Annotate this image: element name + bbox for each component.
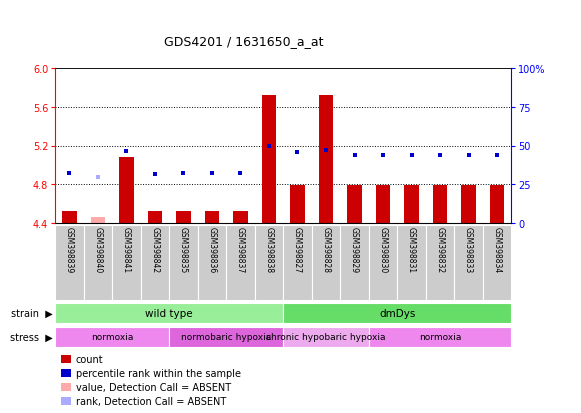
Text: GSM398841: GSM398841 xyxy=(122,227,131,273)
Text: GDS4201 / 1631650_a_at: GDS4201 / 1631650_a_at xyxy=(164,35,324,48)
Bar xyxy=(483,225,511,300)
Bar xyxy=(369,328,511,347)
Text: normoxia: normoxia xyxy=(419,333,461,342)
Bar xyxy=(234,212,248,223)
Text: count: count xyxy=(76,354,103,364)
Text: GSM398834: GSM398834 xyxy=(493,227,501,273)
Text: GSM398835: GSM398835 xyxy=(179,227,188,273)
Text: strain  ▶: strain ▶ xyxy=(10,308,52,318)
Bar xyxy=(433,186,447,223)
Text: GSM398827: GSM398827 xyxy=(293,227,302,273)
Bar xyxy=(169,328,284,347)
Bar xyxy=(91,218,105,223)
Bar xyxy=(369,225,397,300)
Text: value, Detection Call = ABSENT: value, Detection Call = ABSENT xyxy=(76,382,231,392)
Text: GSM398833: GSM398833 xyxy=(464,227,473,273)
Text: GSM398840: GSM398840 xyxy=(94,227,102,273)
Bar xyxy=(205,212,219,223)
Bar xyxy=(397,225,426,300)
Bar xyxy=(284,225,312,300)
Bar xyxy=(262,96,276,223)
Bar xyxy=(112,225,141,300)
Bar xyxy=(284,304,511,323)
Bar xyxy=(55,304,284,323)
Text: normoxia: normoxia xyxy=(91,333,134,342)
Bar xyxy=(284,328,369,347)
Bar xyxy=(376,186,390,223)
Bar xyxy=(55,225,84,300)
Text: wild type: wild type xyxy=(145,308,193,318)
Bar xyxy=(347,186,361,223)
Bar xyxy=(404,186,419,223)
Bar xyxy=(312,225,340,300)
Bar xyxy=(148,212,162,223)
Text: GSM398830: GSM398830 xyxy=(378,227,388,273)
Text: GSM398842: GSM398842 xyxy=(150,227,159,273)
Bar xyxy=(177,212,191,223)
Text: dmDys: dmDys xyxy=(379,308,415,318)
Bar xyxy=(340,225,369,300)
Text: GSM398836: GSM398836 xyxy=(207,227,217,273)
Bar xyxy=(461,186,476,223)
Bar xyxy=(490,186,504,223)
Text: GSM398829: GSM398829 xyxy=(350,227,359,273)
Bar xyxy=(226,225,254,300)
Bar xyxy=(319,96,333,223)
Text: GSM398831: GSM398831 xyxy=(407,227,416,273)
Text: GSM398839: GSM398839 xyxy=(65,227,74,273)
Text: chronic hypobaric hypoxia: chronic hypobaric hypoxia xyxy=(266,333,386,342)
Text: stress  ▶: stress ▶ xyxy=(9,332,52,342)
Bar xyxy=(62,212,77,223)
Text: GSM398838: GSM398838 xyxy=(264,227,274,273)
Bar xyxy=(141,225,169,300)
Bar xyxy=(119,158,134,223)
Bar xyxy=(198,225,226,300)
Bar xyxy=(169,225,198,300)
Text: normobaric hypoxia: normobaric hypoxia xyxy=(181,333,271,342)
Bar xyxy=(254,225,284,300)
Text: rank, Detection Call = ABSENT: rank, Detection Call = ABSENT xyxy=(76,396,226,406)
Text: GSM398832: GSM398832 xyxy=(436,227,444,273)
Bar xyxy=(454,225,483,300)
Bar xyxy=(55,328,169,347)
Bar xyxy=(84,225,112,300)
Bar xyxy=(290,186,304,223)
Text: GSM398828: GSM398828 xyxy=(321,227,331,273)
Bar xyxy=(426,225,454,300)
Text: GSM398837: GSM398837 xyxy=(236,227,245,273)
Text: percentile rank within the sample: percentile rank within the sample xyxy=(76,368,241,378)
